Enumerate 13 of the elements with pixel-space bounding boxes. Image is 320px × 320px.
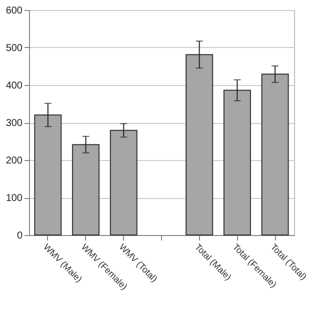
y-tick-label: 600 <box>6 6 23 16</box>
bar <box>186 54 214 236</box>
y-tick-label: 0 <box>16 230 23 242</box>
y-tick-label: 200 <box>6 156 23 166</box>
y-tick-label: 500 <box>6 43 23 54</box>
y-tick-label: 300 <box>6 118 23 129</box>
bar <box>261 74 289 236</box>
bar <box>110 130 138 236</box>
y-tick-label: 100 <box>6 193 23 204</box>
bar <box>34 114 62 236</box>
y-tick-label: 400 <box>6 80 23 92</box>
bar <box>223 90 251 236</box>
bar <box>72 144 100 236</box>
